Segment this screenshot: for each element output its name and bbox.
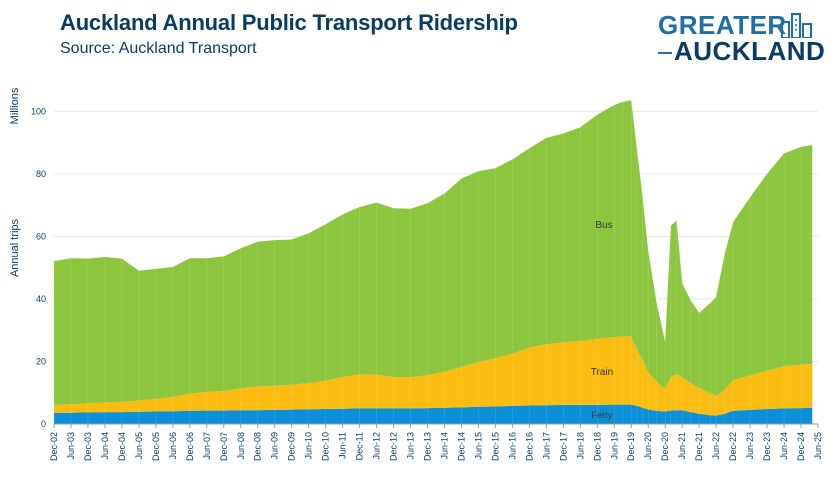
x-tick-label: Dec-24	[796, 432, 806, 461]
city-skyline-icon	[781, 13, 812, 38]
x-tick-label: Dec-15	[490, 432, 500, 461]
bus-series-area	[54, 100, 813, 405]
x-tick-label: Dec-08	[253, 432, 263, 461]
x-tick-label: Jun-07	[202, 432, 212, 460]
x-tick-label: Jun-20	[643, 432, 653, 460]
x-tick-label: Jun-15	[473, 432, 483, 460]
x-tick-label: Jun-10	[304, 432, 314, 460]
y-tick-label: 40	[36, 294, 46, 304]
y-axis-units: Millions	[9, 87, 21, 124]
x-tick-label: Dec-10	[321, 432, 331, 461]
x-tick-label: Jun-17	[541, 432, 551, 460]
x-tick-label: Dec-16	[524, 432, 534, 461]
y-axis-title: Annual trips	[9, 218, 21, 277]
x-tick-label: Dec-09	[287, 432, 297, 461]
x-tick-label: Dec-22	[728, 432, 738, 461]
x-tick-label: Jun-18	[575, 432, 585, 460]
x-tick-label: Jun-13	[406, 432, 416, 460]
x-tick-label: Dec-02	[49, 432, 59, 461]
train-series-area	[54, 336, 813, 416]
y-tick-label: 20	[36, 356, 46, 366]
x-tick-label: Jun-04	[100, 432, 110, 460]
chart-title: Auckland Annual Public Transport Ridersh…	[60, 10, 518, 35]
x-tick-label: Dec-06	[185, 432, 195, 461]
x-tick-label: Jun-22	[711, 432, 721, 460]
x-tick-label: Jun-09	[270, 432, 280, 460]
greater-auckland-logo: GREATER AUCKLAND	[658, 10, 825, 66]
x-tick-label: Dec-13	[423, 432, 433, 461]
x-tick-label: Dec-18	[592, 432, 602, 461]
x-tick-label: Jun-24	[779, 432, 789, 460]
x-tick-label: Dec-03	[83, 432, 93, 461]
axes: 0 20 40 60 80 100 Dec-02 Jun-03 Dec-03 Jun-04 Dec-…	[31, 106, 823, 461]
x-tick-label: Jun-05	[134, 432, 144, 460]
x-tick-label: Dec-11	[355, 432, 365, 460]
ferry-series-area	[54, 404, 813, 424]
x-tick-label: Dec-19	[626, 432, 636, 461]
x-tick-label: Dec-23	[762, 432, 772, 461]
x-tick-label: Jun-06	[168, 432, 178, 460]
x-tick-label: Dec-14	[457, 432, 467, 461]
x-tick-label: Dec-04	[117, 432, 127, 461]
ferry-series-label: Ferry	[592, 410, 613, 420]
chart-subtitle: Source: Auckland Transport	[60, 40, 257, 57]
x-tick-label: Jun-08	[236, 432, 246, 460]
x-tick-label: Jun-23	[745, 432, 755, 460]
x-tick-label: Dec-21	[694, 432, 704, 461]
bus-series-label: Bus	[595, 220, 612, 231]
train-series-label: Train	[591, 367, 613, 378]
y-tick-label: 60	[36, 231, 46, 241]
x-tick-label: Dec-17	[558, 432, 568, 461]
x-tick-label: Jun-03	[66, 432, 76, 460]
x-tick-label: Dec-12	[389, 432, 399, 461]
y-tick-label: 100	[31, 106, 46, 116]
logo-rule	[658, 52, 672, 54]
x-tick-label: Jun-19	[609, 432, 619, 460]
x-tick-label: Dec-05	[151, 432, 161, 461]
x-tick-label: Dec-20	[660, 432, 670, 461]
x-tick-label: Jun-11	[338, 432, 348, 459]
y-tick-label: 80	[36, 169, 46, 179]
y-tick-label: 0	[41, 419, 46, 429]
x-tick-label: Jun-21	[677, 432, 687, 460]
areas	[53, 100, 813, 424]
x-tick-label: Jun-25	[813, 432, 823, 460]
x-tick-label: Jun-14	[440, 432, 450, 460]
x-tick-label: Jun-16	[507, 432, 517, 460]
x-tick-label: Dec-07	[219, 432, 229, 461]
logo-line2: AUCKLAND	[674, 36, 826, 66]
logo-line1: GREATER	[658, 10, 787, 40]
x-tick-label: Jun-12	[372, 432, 382, 460]
